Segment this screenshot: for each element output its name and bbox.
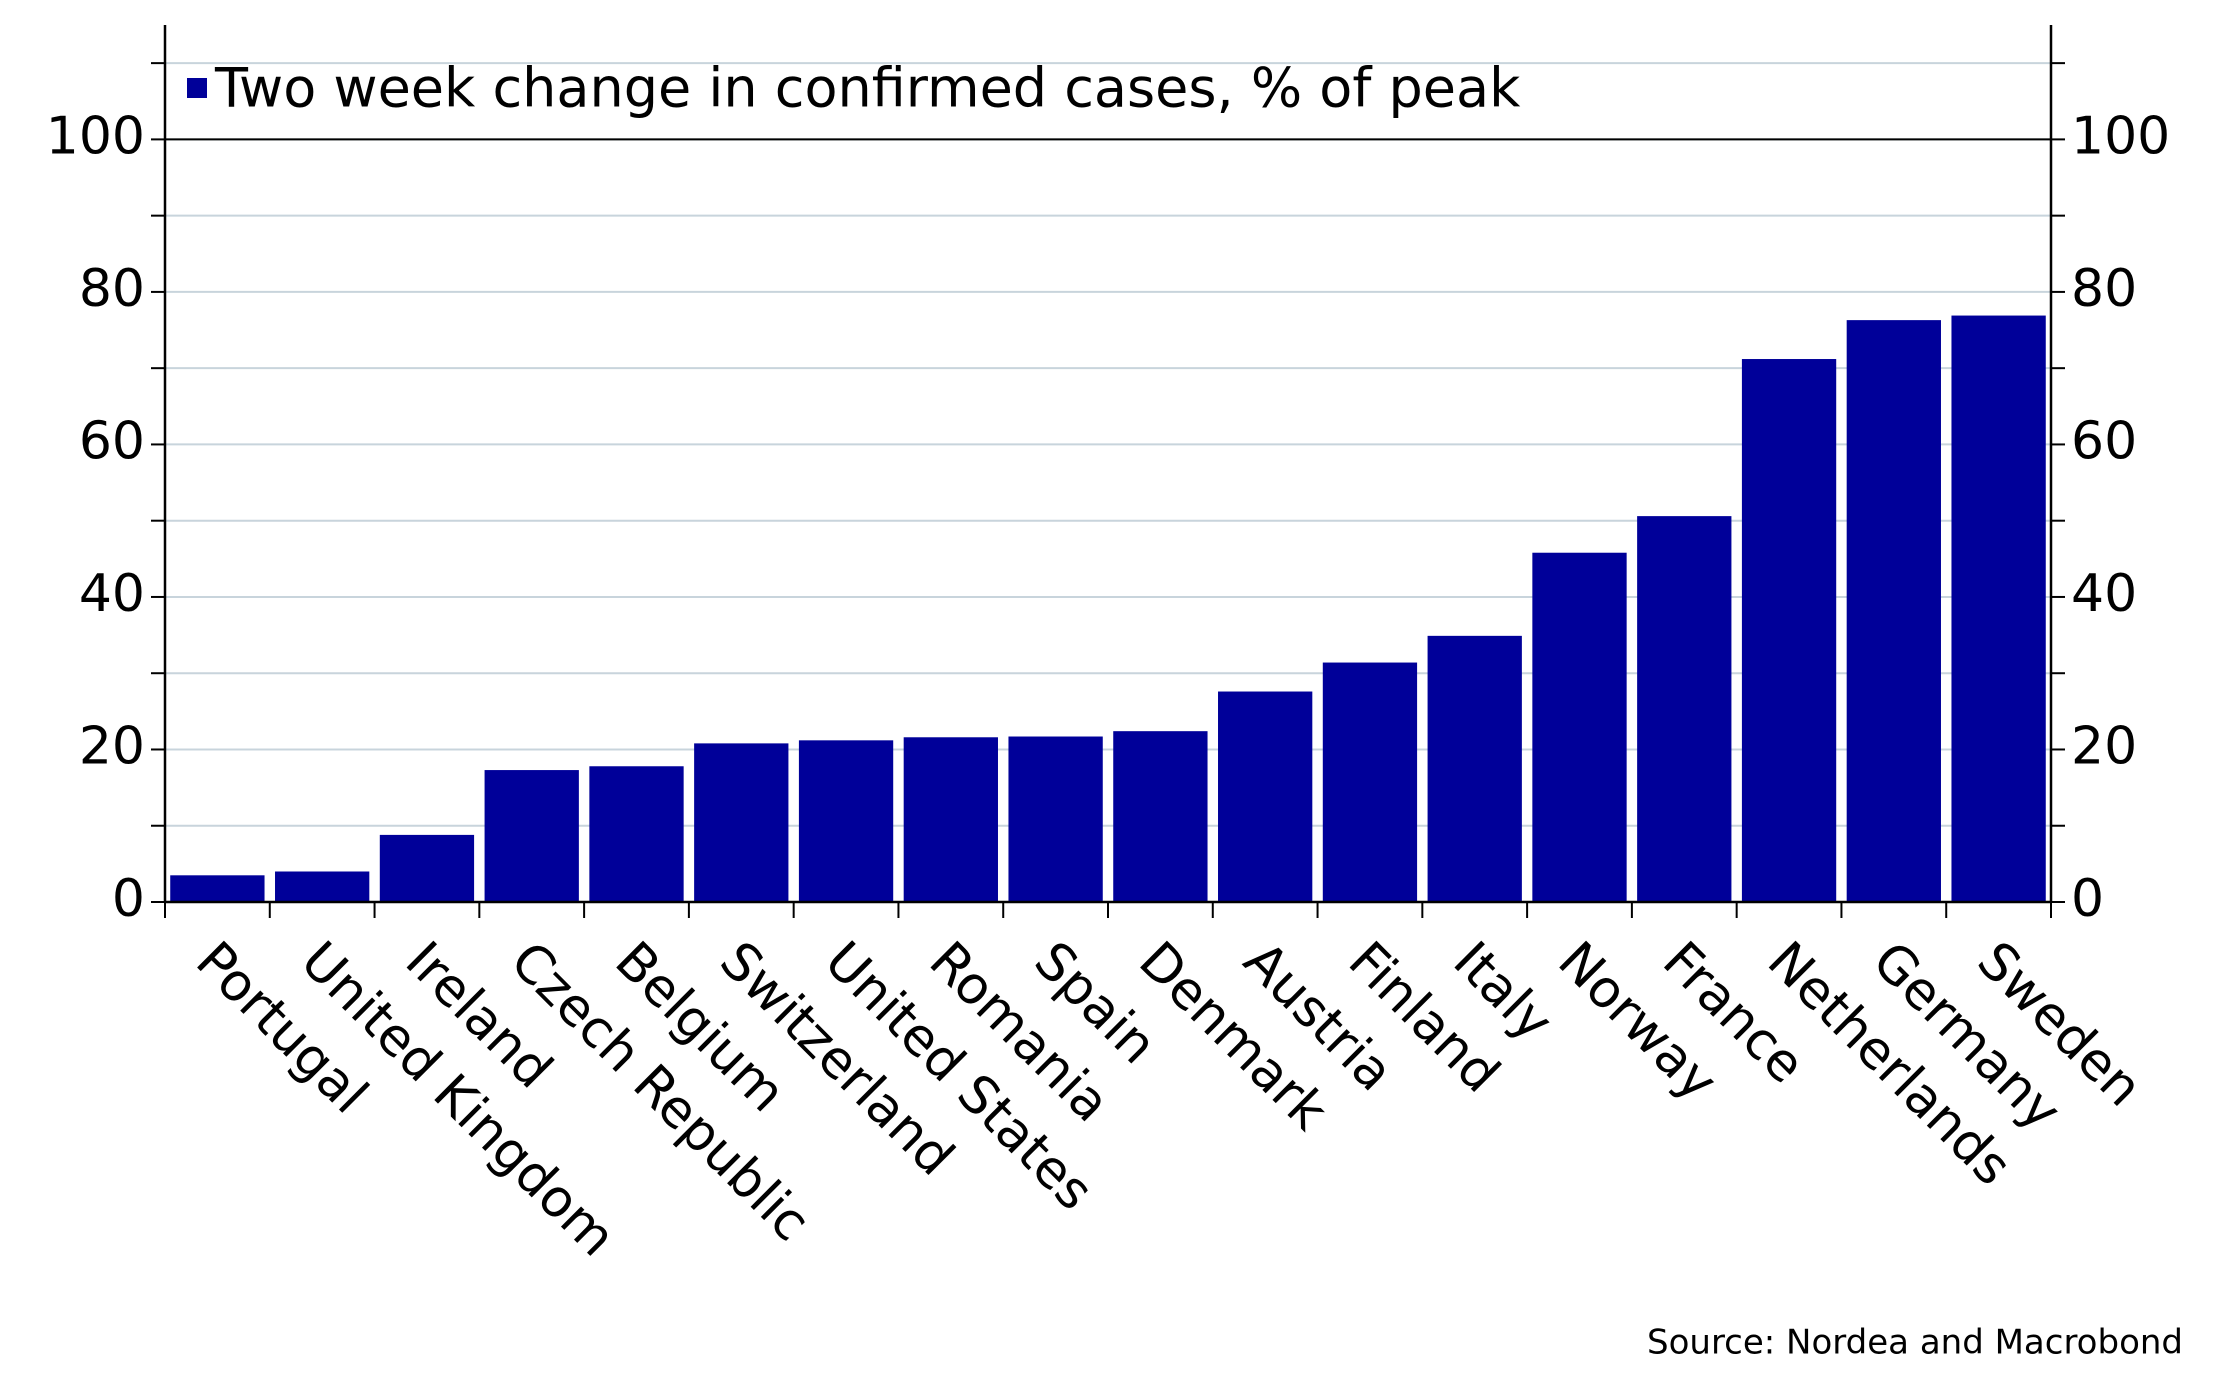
bar [1637,516,1732,902]
bar [170,875,265,902]
bar [1532,552,1627,902]
bar [379,834,475,902]
bar [1113,731,1208,902]
bar [275,871,370,902]
bar [1846,320,1941,902]
y2-tick-label: 100 [2071,106,2170,166]
y2-tick-label: 20 [2071,716,2137,776]
bar [1427,635,1522,902]
bar [1218,691,1313,902]
bar [1741,359,1837,903]
bar [1008,736,1103,902]
bar [903,737,998,902]
bar [1951,315,2046,902]
y2-tick-label: 80 [2071,259,2137,319]
y-tick-label: 40 [79,564,145,624]
bar [1322,662,1418,902]
y-tick-label: 20 [79,716,145,776]
y2-tick-label: 40 [2071,564,2137,624]
y-tick-label: 80 [79,259,145,319]
y-tick-label: 0 [112,869,145,929]
y-tick-label: 100 [46,106,145,166]
legend-label: Two week change in confirmed cases, % of… [214,57,1521,120]
y2-tick-label: 60 [2071,411,2137,471]
bar [484,770,579,902]
source-note: Source: Nordea and Macrobond [1647,1323,2183,1363]
y2-tick-label: 0 [2071,869,2104,929]
legend-swatch [187,78,207,98]
bar [694,743,789,902]
bar [589,766,684,902]
bar [798,740,894,902]
y-tick-label: 60 [79,411,145,471]
